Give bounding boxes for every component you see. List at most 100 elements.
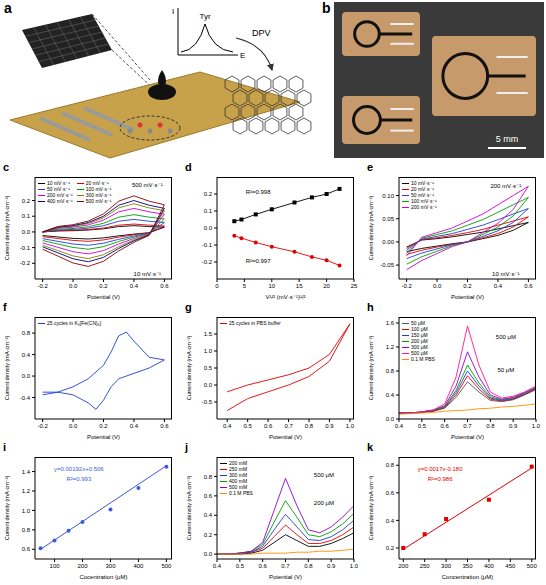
svg-text:1.5: 1.5: [204, 331, 213, 337]
svg-text:-0.2: -0.2: [202, 259, 213, 265]
svg-text:5: 5: [243, 283, 247, 289]
svg-text:0.6: 0.6: [264, 423, 273, 429]
svg-text:0.5: 0.5: [243, 423, 252, 429]
svg-text:0: 0: [215, 283, 219, 289]
svg-text:E: E: [240, 51, 245, 60]
svg-text:500: 500: [527, 563, 538, 569]
svg-text:1.2: 1.2: [22, 488, 31, 494]
svg-text:1.0: 1.0: [22, 508, 31, 514]
svg-text:0.0: 0.0: [204, 551, 213, 557]
svg-text:a: a: [4, 0, 12, 16]
svg-text:Cocentration (μM): Cocentration (μM): [79, 574, 127, 580]
svg-text:-0.2: -0.2: [401, 283, 412, 289]
svg-text:15: 15: [296, 283, 303, 289]
svg-text:Potential (V): Potential (V): [269, 574, 302, 580]
svg-text:0.7: 0.7: [463, 423, 472, 429]
svg-text:0.4: 0.4: [386, 392, 395, 398]
svg-text:Potential (V): Potential (V): [451, 434, 484, 440]
svg-text:0.6: 0.6: [204, 493, 213, 499]
svg-text:400: 400: [484, 563, 495, 569]
svg-text:300: 300: [441, 563, 452, 569]
svg-text:0.0: 0.0: [204, 225, 213, 231]
svg-text:0.5: 0.5: [236, 563, 245, 569]
svg-text:1.4: 1.4: [22, 469, 31, 475]
svg-text:500: 500: [161, 563, 172, 569]
svg-text:25: 25: [351, 283, 358, 289]
svg-text:Potential (V): Potential (V): [269, 434, 302, 440]
svg-text:0.4: 0.4: [130, 423, 139, 429]
svg-text:0.5: 0.5: [204, 365, 213, 371]
svg-text:10: 10: [268, 283, 275, 289]
svg-text:0.10: 0.10: [382, 193, 394, 199]
svg-text:-0.2: -0.2: [20, 260, 31, 266]
svg-text:0.0: 0.0: [69, 283, 78, 289]
svg-text:1.0: 1.0: [532, 423, 541, 429]
svg-text:0.2: 0.2: [204, 532, 213, 538]
svg-text:Tyr: Tyr: [199, 12, 210, 21]
svg-text:0.0: 0.0: [69, 423, 78, 429]
svg-text:20: 20: [323, 283, 330, 289]
svg-text:0.4: 0.4: [204, 512, 213, 518]
svg-text:Potential (V): Potential (V): [87, 294, 120, 300]
svg-text:1.6: 1.6: [386, 320, 395, 326]
svg-text:0.4: 0.4: [22, 352, 31, 358]
svg-text:0.2: 0.2: [99, 283, 108, 289]
svg-text:0.6: 0.6: [386, 490, 395, 496]
svg-text:1.2: 1.2: [386, 344, 395, 350]
svg-text:DPV: DPV: [252, 28, 271, 38]
svg-text:250: 250: [420, 563, 431, 569]
svg-text:0.2: 0.2: [463, 283, 472, 289]
svg-text:-0.1: -0.1: [20, 245, 31, 251]
svg-text:0.2: 0.2: [22, 198, 31, 204]
svg-text:0.4: 0.4: [395, 423, 404, 429]
svg-text:1.0: 1.0: [346, 423, 355, 429]
svg-text:-0.1: -0.1: [202, 242, 213, 248]
svg-text:I: I: [172, 7, 174, 16]
svg-text:b: b: [322, 0, 331, 16]
svg-text:0.8: 0.8: [386, 462, 395, 468]
svg-text:-0.2: -0.2: [37, 283, 48, 289]
svg-text:-0.05: -0.05: [380, 262, 394, 268]
svg-text:0.1: 0.1: [204, 208, 213, 214]
svg-text:0.6: 0.6: [524, 283, 533, 289]
svg-text:400: 400: [133, 563, 144, 569]
svg-text:0.00: 0.00: [382, 239, 394, 245]
svg-text:0.6: 0.6: [160, 283, 169, 289]
svg-text:0.0: 0.0: [22, 229, 31, 235]
svg-text:0.4: 0.4: [386, 518, 395, 524]
svg-text:0.6: 0.6: [22, 546, 31, 552]
svg-text:0.0: 0.0: [386, 416, 395, 422]
svg-text:Potential (V): Potential (V): [87, 434, 120, 440]
svg-text:0.8: 0.8: [386, 368, 395, 374]
svg-text:0.8: 0.8: [304, 563, 313, 569]
svg-text:0.2: 0.2: [99, 423, 108, 429]
svg-text:0.7: 0.7: [281, 563, 290, 569]
svg-text:0.5: 0.5: [418, 423, 427, 429]
svg-text:0.9: 0.9: [325, 423, 334, 429]
svg-text:0.6: 0.6: [440, 423, 449, 429]
svg-text:0.8: 0.8: [22, 330, 31, 336]
svg-text:0.8: 0.8: [204, 474, 213, 480]
svg-text:0.4: 0.4: [130, 283, 139, 289]
svg-text:0.0: 0.0: [22, 373, 31, 379]
svg-text:0.05: 0.05: [382, 216, 394, 222]
svg-text:1.0: 1.0: [204, 348, 213, 354]
svg-text:0.8: 0.8: [22, 527, 31, 533]
svg-text:-0.5: -0.5: [202, 399, 213, 405]
svg-text:0.7: 0.7: [284, 423, 293, 429]
svg-text:-0.2: -0.2: [37, 423, 48, 429]
svg-text:0.9: 0.9: [509, 423, 518, 429]
svg-text:5 mm: 5 mm: [496, 134, 519, 144]
svg-text:1.0: 1.0: [350, 563, 359, 569]
svg-text:0.4: 0.4: [223, 423, 232, 429]
svg-text:V¹/² (mV·s⁻¹)¹/²: V¹/² (mV·s⁻¹)¹/²: [265, 294, 305, 300]
svg-text:-0.4: -0.4: [20, 395, 31, 401]
svg-text:0.1: 0.1: [22, 213, 31, 219]
svg-text:200: 200: [398, 563, 409, 569]
svg-text:0.8: 0.8: [305, 423, 314, 429]
svg-text:350: 350: [462, 563, 473, 569]
svg-text:200: 200: [78, 563, 89, 569]
svg-text:0.4: 0.4: [213, 563, 222, 569]
svg-text:0.0: 0.0: [204, 382, 213, 388]
svg-text:450: 450: [505, 563, 516, 569]
